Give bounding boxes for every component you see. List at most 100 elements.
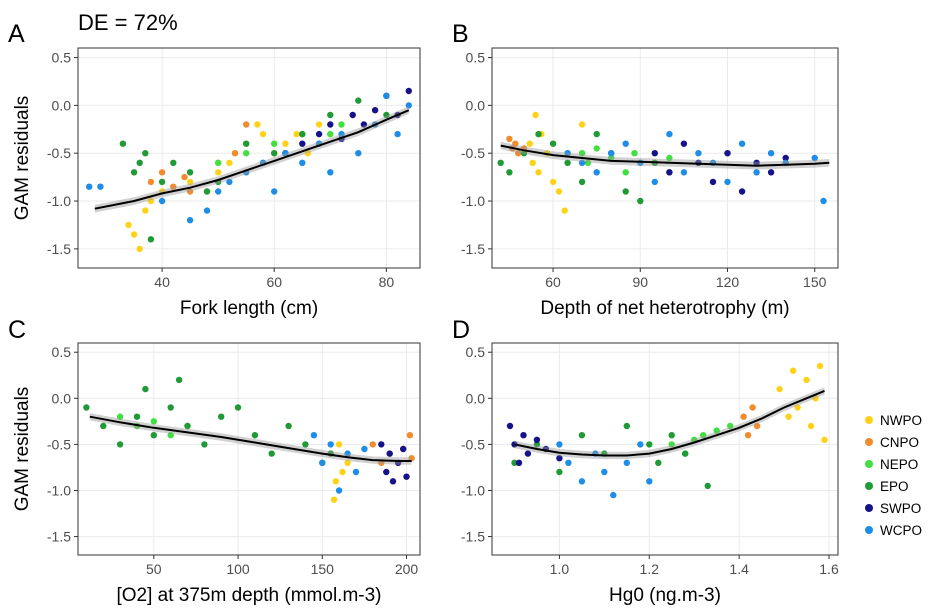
panel-b-trend-line [500, 144, 830, 167]
panel-a-y-tick-label: -1.0 [47, 193, 71, 209]
panel-d-confidence-band [514, 387, 825, 460]
panel-b-y-tick-label: -1.5 [461, 241, 485, 257]
panel-a-point-swpo [327, 121, 334, 128]
panel-a-point-epo [327, 111, 334, 119]
panel-d-point-nepo [700, 432, 707, 439]
panel-a-y-tick-label: 0.0 [52, 97, 72, 113]
panel-b-point-nwpo [535, 169, 542, 176]
panel-d-point-epo [533, 441, 541, 448]
panel-b-point-nepo [622, 169, 629, 176]
legend-label-nepo: NEPO [880, 457, 918, 472]
panel-d-y-tick-label: -1.5 [461, 529, 485, 545]
panel-c-point-wcpo [310, 432, 318, 439]
panel-a-point-nwpo [304, 150, 312, 157]
panel-a-plot: 40 60 80 -1.5 -1.0 -0.5 0.0 0.5 Fork length (cm)… [12, 47, 421, 319]
panel-a-point-swpo [360, 121, 368, 128]
panel-d-y-tick-label: 0.5 [466, 344, 486, 360]
panel-c-point-swpo [386, 450, 393, 457]
panel-d-point-epo [704, 482, 711, 490]
panel-b-point-epo [497, 159, 504, 166]
panel-a-point-epo [186, 169, 194, 176]
panel-c-point-wcpo [319, 459, 326, 466]
panel-b-y-tick-label: -0.5 [461, 145, 485, 161]
panel-a-point-swpo [315, 130, 323, 138]
legend-label-epo: EPO [880, 479, 909, 494]
panel-b-point-cnpo [506, 135, 513, 143]
panel-d-point-wcpo [637, 441, 644, 448]
panel-d-point-swpo [533, 436, 541, 443]
panel-c-plot: 50 100 150 200 -1.5 -1.0 -0.5 0.0 0.5 [O2] at 375… [12, 342, 421, 606]
panel-b-point-nepo [608, 154, 615, 162]
panel-a-y-axis-label: GAM residuals [12, 96, 33, 221]
panel-d-point-swpo [556, 455, 563, 462]
panel-b-y-tick-label: 0.0 [466, 97, 486, 113]
panel-b-x-tick-label: 60 [545, 274, 561, 290]
panel-d-point-epo [511, 459, 518, 466]
panel-c-point-epo [234, 404, 242, 411]
panel-d-point-wcpo [565, 459, 572, 466]
panel-c-y-tick-label: -0.5 [47, 436, 71, 452]
panel-a-point-cnpo [158, 169, 166, 176]
panel-a-point-nepo [338, 121, 345, 128]
panel-c-point-swpo [378, 441, 385, 448]
panel-a-point-epo [170, 159, 177, 166]
panel-a-point-nwpo [282, 140, 289, 147]
panel-d-x-tick-label: 1.2 [640, 561, 660, 577]
legend-key-epo [865, 482, 873, 490]
panel-d-trend-line [514, 389, 825, 457]
panel-a-point-nepo [215, 159, 222, 166]
panel-a-point-wcpo [97, 183, 104, 190]
panel-a-point-nwpo [315, 121, 323, 128]
panel-b-background [492, 48, 838, 268]
panel-b-point-cnpo [515, 150, 522, 157]
panel-d-point-wcpo [623, 459, 630, 466]
panel-d-point-nwpo [785, 413, 792, 420]
panel-c-point-nepo [116, 413, 124, 420]
panel-b-point-epo [506, 169, 513, 176]
panel-d-point-cnpo [749, 404, 756, 411]
panel-a-x-tick-label: 40 [154, 274, 170, 290]
panel-c-background [78, 343, 420, 555]
panel-b-point-swpo [753, 159, 760, 166]
panel-c-x-axis-label: [O2] at 375m depth (mmol.m-3) [116, 585, 381, 606]
legend-key-cnpo [865, 438, 873, 446]
panel-a-point-nwpo [130, 231, 138, 238]
panel-a-point-cnpo [181, 173, 188, 181]
panel-a-point-wcpo [282, 150, 289, 157]
panel-c-point-wcpo [344, 450, 351, 457]
panel-d-point-swpo [524, 450, 532, 457]
panel-b-x-axis-label: Depth of net heterotrophy (m) [540, 298, 789, 319]
panel-b-point-nepo [584, 159, 592, 166]
legend-key-nwpo [865, 416, 873, 424]
panel-b-point-swpo [666, 169, 673, 176]
panel-b-point-wcpo [820, 197, 827, 205]
panel-b-x-tick-label: 150 [803, 274, 827, 290]
panel-d-y-tick-label: -1.0 [461, 482, 485, 498]
panel-c-point-nwpo [332, 478, 339, 485]
panel-c-point-epo [133, 413, 141, 420]
panel-d-point-nwpo [821, 436, 828, 443]
panel-c-point-epo [175, 376, 183, 384]
panel-d-point-nwpo [807, 422, 815, 430]
panel-c-point-epo [201, 441, 208, 448]
panel-c-point-cnpo [408, 455, 415, 462]
legend-label-wcpo: WCPO [880, 523, 922, 538]
panel-b-point-swpo [709, 178, 717, 186]
panel-b-y-tick-label: -1.0 [461, 193, 485, 209]
panel-d-point-swpo [511, 441, 518, 448]
panel-c-y-tick-label: -1.0 [47, 482, 71, 498]
legend-key-nepo [865, 460, 873, 468]
panel-c-point-wcpo [327, 441, 334, 448]
panel-b-point-swpo [680, 140, 688, 147]
panel-d-point-epo [682, 450, 689, 457]
panel-b-point-wcpo [608, 150, 615, 157]
panel-a-frame [77, 47, 421, 269]
panel-d-x-tick-label: 1.6 [819, 561, 839, 577]
panel-d-point-epo [623, 422, 630, 430]
panel-b-point-wcpo [578, 159, 586, 166]
panel-c-point-nwpo [330, 496, 338, 503]
panel-d-y-tick-label: -0.5 [461, 436, 485, 452]
panel-d-point-wcpo [556, 441, 563, 448]
legend-key-wcpo [865, 526, 873, 534]
panel-b-point-swpo [724, 150, 731, 157]
